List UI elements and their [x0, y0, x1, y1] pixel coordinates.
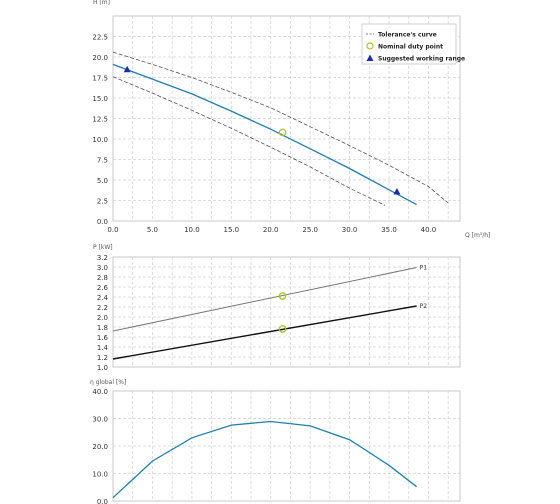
x-tick-label: 40.0 — [421, 226, 437, 234]
y-tick-label: 5.0 — [97, 177, 108, 185]
y-tick-label: 0.0 — [97, 498, 108, 504]
x-tick-label: 35.0 — [381, 226, 397, 234]
x-tick-label: 30.0 — [342, 226, 358, 234]
x-tick-label: 20.0 — [263, 226, 279, 234]
series-line-p2 — [112, 305, 417, 360]
tolerance-curve-line — [112, 76, 386, 206]
x-tick-label: 25.0 — [302, 226, 318, 234]
legend — [361, 23, 457, 65]
working-range-triangle — [393, 187, 401, 195]
y-tick-label: 30.0 — [92, 416, 108, 424]
x-tick-label: 5.0 — [147, 226, 158, 234]
y-tick-label: 3.2 — [97, 254, 108, 262]
y-tick-label: 20.0 — [92, 443, 108, 451]
y-tick-label: 22.5 — [92, 34, 108, 42]
series-label: P2 — [420, 303, 428, 310]
legend-label: Tolerance's curve — [378, 32, 437, 39]
y-axis-label: η global [%] — [90, 379, 126, 386]
series-label: P1 — [420, 265, 428, 272]
legend-circle-icon — [366, 42, 374, 50]
chart-1 — [112, 15, 461, 222]
y-tick-label: 0.0 — [97, 218, 108, 226]
y-tick-label: 1.2 — [97, 354, 108, 362]
x-tick-label: 15.0 — [223, 226, 239, 234]
y-tick-label: 3.0 — [97, 264, 108, 272]
legend-label: Nominal duty point — [378, 44, 443, 51]
y-tick-label: 2.6 — [97, 284, 109, 292]
y-tick-label: 1.8 — [97, 324, 108, 332]
y-tick-label: 1.4 — [97, 344, 109, 352]
y-tick-label: 15.0 — [92, 95, 108, 103]
y-tick-label: 20.0 — [92, 54, 108, 62]
y-axis-label: P [kW] — [93, 244, 113, 251]
y-axis-label: H [m] — [93, 0, 110, 6]
x-tick-label: 10.0 — [184, 226, 200, 234]
legend-label: Suggested working range — [378, 56, 465, 63]
x-axis-label: Q [m³/h] — [465, 232, 490, 239]
duty-point-marker — [278, 292, 287, 300]
chart-2 — [112, 256, 461, 368]
y-tick-label: 1.6 — [97, 334, 109, 342]
y-tick-label: 10.0 — [92, 136, 108, 144]
working-range-triangle — [123, 65, 131, 73]
y-tick-label: 10.0 — [92, 471, 108, 479]
series-line — [112, 420, 417, 499]
series-line-p1 — [112, 267, 417, 332]
y-tick-label: 12.5 — [92, 116, 108, 124]
y-tick-label: 2.2 — [97, 304, 108, 312]
y-tick-label: 2.5 — [97, 198, 108, 206]
duty-point-marker — [278, 325, 287, 333]
x-tick-label: 0.0 — [107, 226, 118, 234]
tolerance-curve-line — [112, 51, 449, 204]
legend-triangle-icon — [366, 54, 374, 61]
chart-3 — [112, 390, 461, 502]
y-tick-label: 17.5 — [92, 75, 108, 83]
y-tick-label: 1.0 — [97, 364, 108, 372]
y-tick-label: 7.5 — [97, 157, 108, 165]
y-tick-label: 2.8 — [97, 274, 108, 282]
y-tick-label: 2.0 — [97, 314, 108, 322]
series-line — [112, 63, 417, 206]
y-tick-label: 40.0 — [92, 388, 108, 396]
y-tick-label: 2.4 — [97, 294, 109, 302]
duty-point-marker — [278, 128, 287, 137]
legend-box — [361, 23, 457, 65]
